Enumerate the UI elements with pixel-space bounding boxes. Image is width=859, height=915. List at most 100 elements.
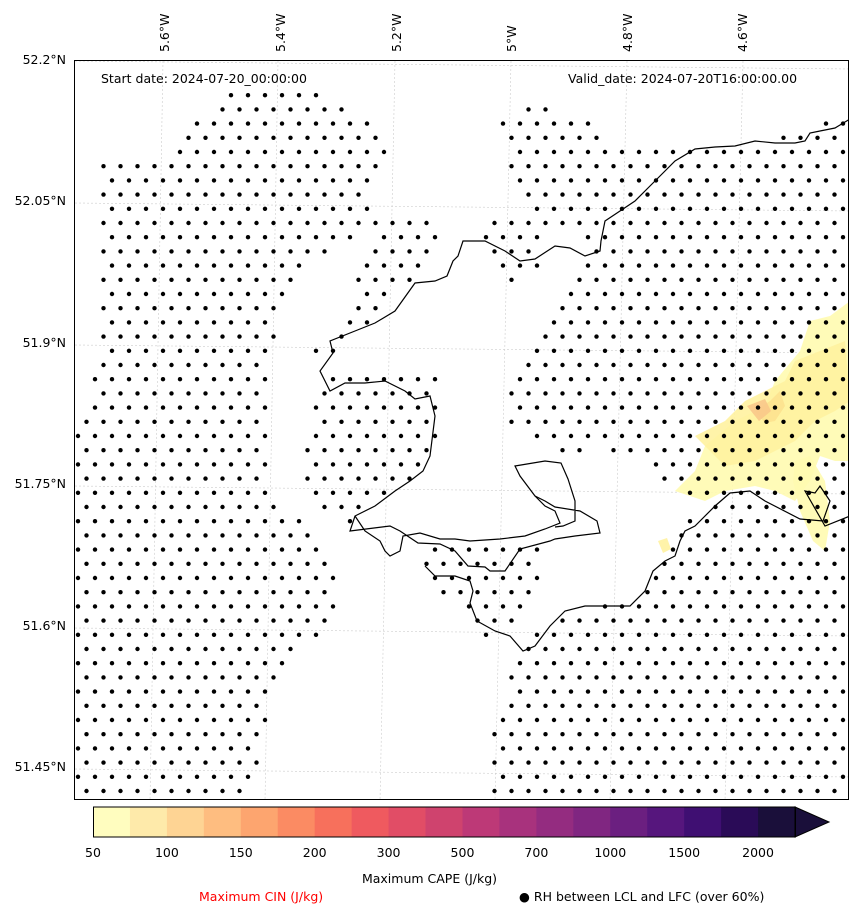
rh-dot xyxy=(543,362,548,368)
rh-dot xyxy=(738,575,744,581)
rh-dot xyxy=(840,462,846,467)
rh-dot xyxy=(764,220,769,226)
rh-dot xyxy=(305,164,310,169)
lon-label: 4.6°W xyxy=(735,13,750,53)
rh-dot xyxy=(679,391,684,396)
rh-dot xyxy=(781,646,786,652)
rh-dot xyxy=(551,632,557,637)
rh-dot xyxy=(755,519,761,524)
rh-dot xyxy=(237,249,242,254)
rh-dot xyxy=(330,149,336,155)
rh-dot xyxy=(271,192,276,197)
rh-dot xyxy=(747,448,752,453)
rh-dot xyxy=(747,362,752,368)
rh-dot xyxy=(262,519,268,524)
rh-dot xyxy=(169,703,174,708)
rh-dot xyxy=(203,618,208,623)
rh-dot xyxy=(415,405,421,410)
rh-dot xyxy=(526,419,531,424)
rh-dot xyxy=(551,717,557,723)
rh-dot xyxy=(662,192,667,197)
rh-dot xyxy=(415,263,421,268)
rh-dot xyxy=(645,164,650,169)
rh-dot xyxy=(407,249,412,254)
rh-dot xyxy=(840,717,846,723)
rh-dot xyxy=(101,164,106,169)
rh-dot xyxy=(823,433,829,439)
rh-dot xyxy=(713,306,718,311)
rh-dot xyxy=(619,320,625,325)
rh-dot xyxy=(126,689,132,694)
rh-dot xyxy=(169,533,174,538)
rh-dot xyxy=(543,220,548,226)
rh-dot xyxy=(662,277,667,282)
rh-dot xyxy=(721,547,727,552)
rh-dot xyxy=(560,391,565,396)
rh-dot xyxy=(109,291,115,297)
rh-dot xyxy=(118,419,123,424)
rh-dot xyxy=(109,547,115,552)
rh-dot xyxy=(245,774,251,779)
rh-dot xyxy=(152,504,157,510)
rh-dot xyxy=(390,249,395,254)
rh-dot xyxy=(500,575,506,581)
rh-dot xyxy=(203,249,208,254)
rh-dot xyxy=(271,618,276,623)
rh-dot xyxy=(160,689,166,694)
rh-dot xyxy=(126,575,132,581)
rh-dot xyxy=(730,732,735,737)
rh-dot xyxy=(194,575,200,581)
rh-dot xyxy=(160,178,166,183)
rh-dot xyxy=(84,419,89,424)
rh-dot xyxy=(636,291,642,297)
rh-dot xyxy=(764,675,769,680)
rh-dot xyxy=(798,732,803,737)
rh-dot xyxy=(203,419,208,424)
rh-dot xyxy=(160,746,166,751)
rh-dot xyxy=(611,675,616,680)
rh-dot xyxy=(772,348,778,353)
rh-dot xyxy=(823,235,829,240)
rh-dot xyxy=(602,689,608,694)
rh-dot xyxy=(109,178,115,183)
rh-dot xyxy=(109,519,115,524)
colorbar-segment xyxy=(351,807,390,837)
rh-dot xyxy=(721,149,727,155)
rh-dot xyxy=(662,249,667,254)
rh-dot xyxy=(169,675,174,680)
rh-dot xyxy=(551,405,557,410)
rh-dot xyxy=(517,235,523,240)
rh-dot xyxy=(823,575,829,581)
rh-dot xyxy=(730,646,735,652)
rh-dot xyxy=(194,206,200,211)
rh-dot xyxy=(347,235,353,240)
rh-dot xyxy=(840,263,846,268)
rh-dot xyxy=(670,405,676,410)
rh-dot xyxy=(721,689,727,694)
rh-dot xyxy=(517,121,523,126)
rh-dot xyxy=(92,746,98,751)
rh-dot xyxy=(237,192,242,197)
rh-dot xyxy=(543,760,548,765)
rh-dot xyxy=(772,405,778,410)
rh-dot xyxy=(832,419,837,424)
rh-dot xyxy=(696,192,701,197)
rh-dot xyxy=(738,462,744,467)
rh-dot xyxy=(772,178,778,183)
rh-dot xyxy=(526,561,531,566)
rh-dot xyxy=(135,675,140,680)
rh-dot xyxy=(262,490,268,495)
rh-dot xyxy=(755,661,761,666)
rh-dot xyxy=(662,675,667,680)
rh-dot xyxy=(245,490,251,495)
rh-dot xyxy=(483,632,489,637)
rh-dot xyxy=(832,675,837,680)
rh-dot xyxy=(279,206,285,211)
rh-dot xyxy=(670,575,676,581)
rh-dot xyxy=(245,462,251,467)
rh-dot xyxy=(220,220,225,226)
rh-dot xyxy=(330,433,336,439)
rh-dot xyxy=(109,746,115,751)
rh-dot xyxy=(152,164,157,169)
rh-dot xyxy=(670,320,676,325)
